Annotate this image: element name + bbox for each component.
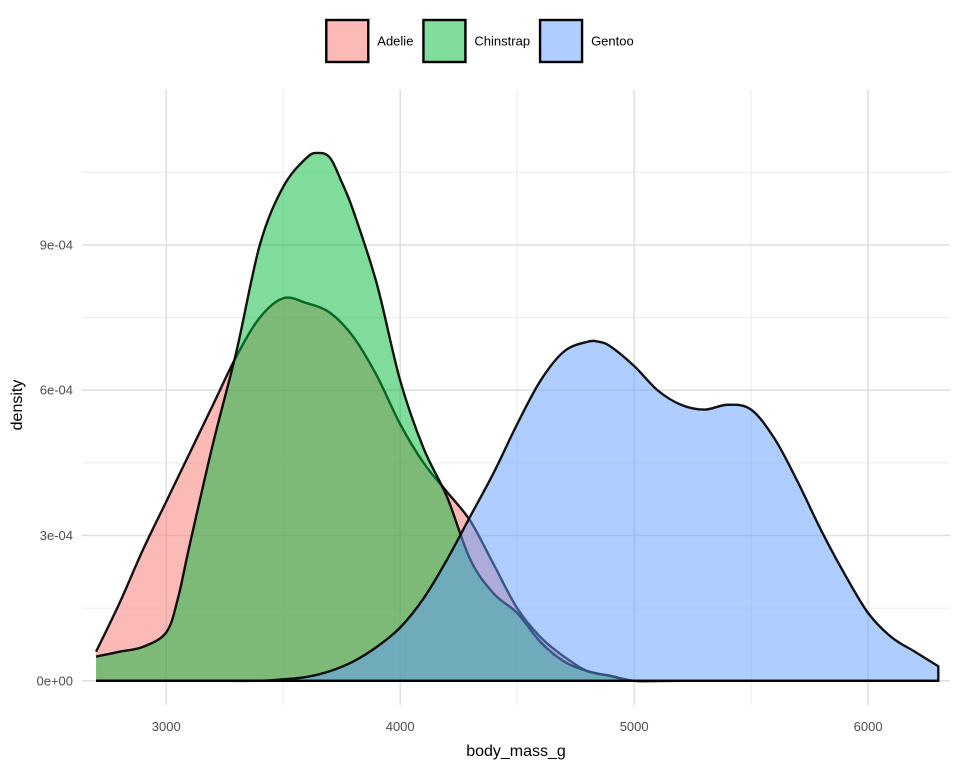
legend-key-adelie	[325, 18, 370, 64]
x-axis-ticks: 3000 4000 5000 6000	[152, 719, 883, 734]
x-tick-label: 4000	[386, 719, 415, 734]
legend-label-adelie: Adelie	[377, 34, 413, 49]
x-tick-label: 5000	[620, 719, 649, 734]
legend-key-gentoo	[538, 18, 584, 64]
legend-label-chinstrap: Chinstrap	[474, 34, 530, 49]
legend-label-gentoo: Gentoo	[591, 34, 634, 49]
y-tick-label: 9e-04	[40, 237, 73, 252]
x-axis-title: body_mass_g	[466, 743, 566, 760]
y-axis-title: density	[9, 380, 26, 431]
y-tick-label: 6e-04	[40, 383, 73, 398]
legend-key-chinstrap	[422, 18, 467, 64]
x-tick-label: 6000	[854, 719, 883, 734]
density-areas	[94, 151, 940, 683]
x-tick-label: 3000	[152, 719, 181, 734]
density-line-gentoo	[96, 339, 940, 683]
legend: Adelie Chinstrap Gentoo	[325, 18, 634, 64]
density-area-chinstrap	[96, 152, 939, 682]
y-axis-ticks: 0e+00 3e-04 6e-04 9e-04	[36, 237, 73, 688]
y-tick-label: 3e-04	[40, 528, 73, 543]
y-tick-label: 0e+00	[36, 673, 73, 688]
density-area-gentoo	[96, 340, 939, 681]
